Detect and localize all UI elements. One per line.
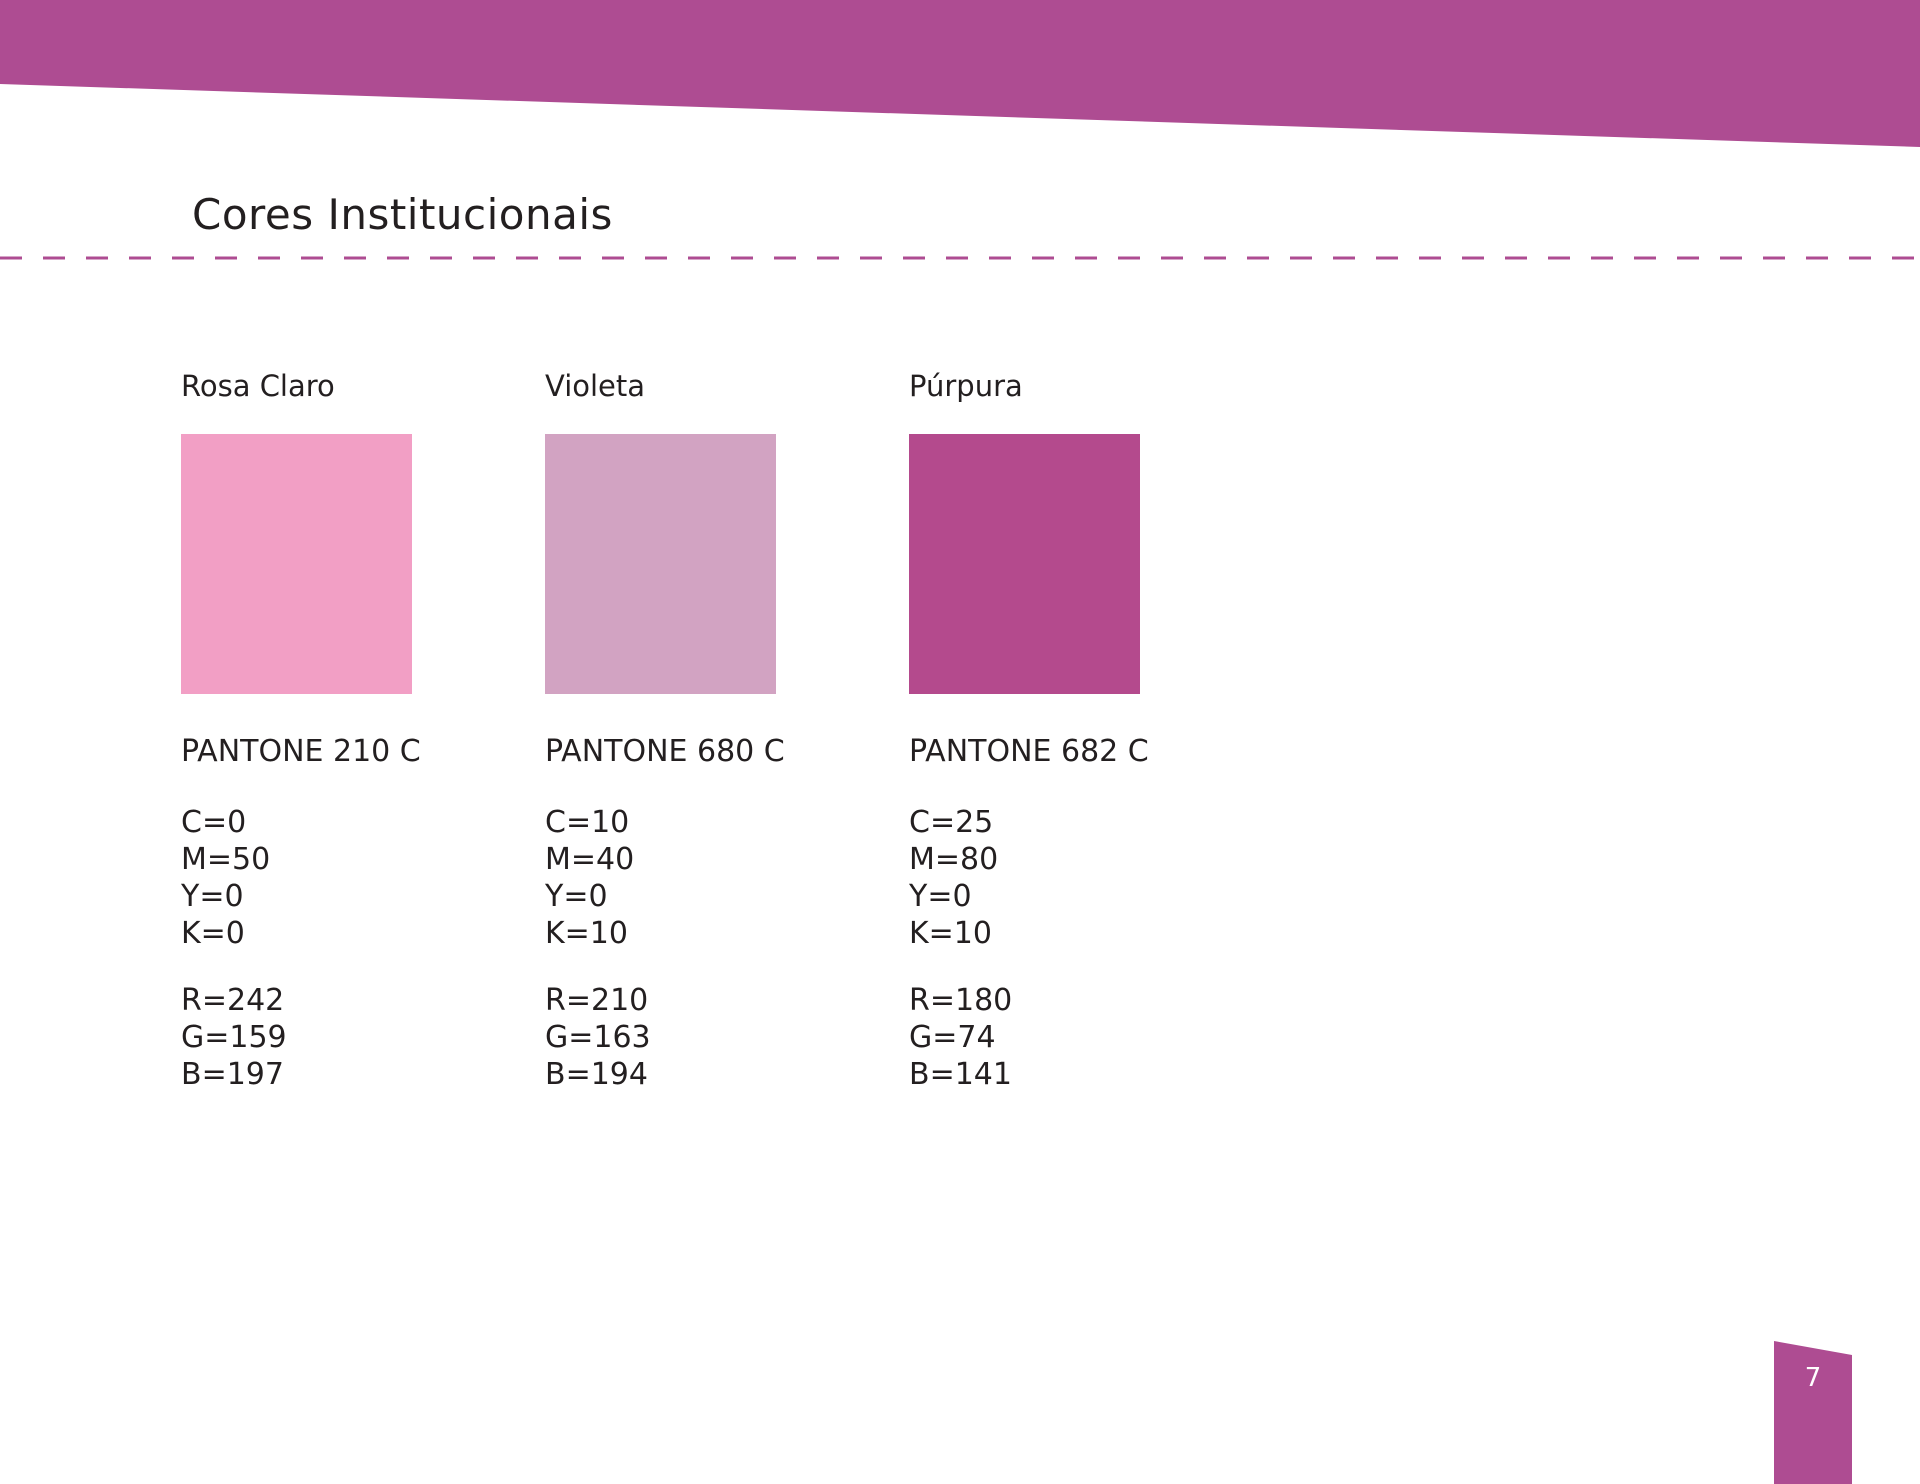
rgb-r: R=180 (909, 983, 1013, 1018)
cmyk-m: M=40 (545, 842, 635, 877)
rgb-b: B=197 (181, 1057, 284, 1092)
cmyk-y: Y=0 (545, 879, 608, 914)
rgb-b: B=194 (545, 1057, 648, 1092)
rgb-values: R=210 G=163 B=194 (545, 982, 875, 1093)
swatch-purpura: Púrpura PANTONE 682 C C=25 M=80 Y=0 K=10… (909, 364, 1239, 1093)
cmyk-values: C=0 M=50 Y=0 K=0 (181, 804, 511, 952)
pantone-code: PANTONE 682 C (909, 734, 1149, 769)
rgb-values: R=242 G=159 B=197 (181, 982, 511, 1093)
cmyk-k: K=10 (909, 916, 992, 951)
cmyk-k: K=0 (181, 916, 245, 951)
swatch-rosa-claro: Rosa Claro PANTONE 210 C C=0 M=50 Y=0 K=… (181, 364, 511, 1093)
cmyk-c: C=25 (909, 805, 994, 840)
rgb-g: G=159 (181, 1020, 287, 1055)
rgb-r: R=210 (545, 983, 649, 1018)
rgb-g: G=74 (909, 1020, 996, 1055)
cmyk-y: Y=0 (909, 879, 972, 914)
color-swatch (909, 434, 1140, 694)
cmyk-m: M=50 (181, 842, 271, 877)
rgb-b: B=141 (909, 1057, 1012, 1092)
pantone-code: PANTONE 680 C (545, 734, 785, 769)
cmyk-c: C=0 (181, 805, 247, 840)
cmyk-m: M=80 (909, 842, 999, 877)
header-band-shape (0, 0, 1920, 147)
page-number: 7 (1804, 1363, 1822, 1393)
page-tab-shape (1774, 1341, 1852, 1484)
cmyk-values: C=25 M=80 Y=0 K=10 (909, 804, 1239, 952)
cmyk-y: Y=0 (181, 879, 244, 914)
pantone-code: PANTONE 210 C (181, 734, 421, 769)
swatch-name: Rosa Claro (181, 369, 335, 403)
rgb-r: R=242 (181, 983, 285, 1018)
rgb-values: R=180 G=74 B=141 (909, 982, 1239, 1093)
cmyk-values: C=10 M=40 Y=0 K=10 (545, 804, 875, 952)
top-header-band (0, 0, 1920, 147)
color-swatch (545, 434, 776, 694)
page-title: Cores Institucionais (192, 190, 613, 239)
swatch-name: Púrpura (909, 369, 1023, 403)
page-number-tab (1774, 1341, 1852, 1484)
swatch-violeta: Violeta PANTONE 680 C C=10 M=40 Y=0 K=10… (545, 364, 875, 1093)
cmyk-k: K=10 (545, 916, 628, 951)
cmyk-c: C=10 (545, 805, 630, 840)
rgb-g: G=163 (545, 1020, 651, 1055)
color-swatch (181, 434, 412, 694)
dashed-divider (0, 256, 1920, 260)
swatch-name: Violeta (545, 369, 646, 403)
